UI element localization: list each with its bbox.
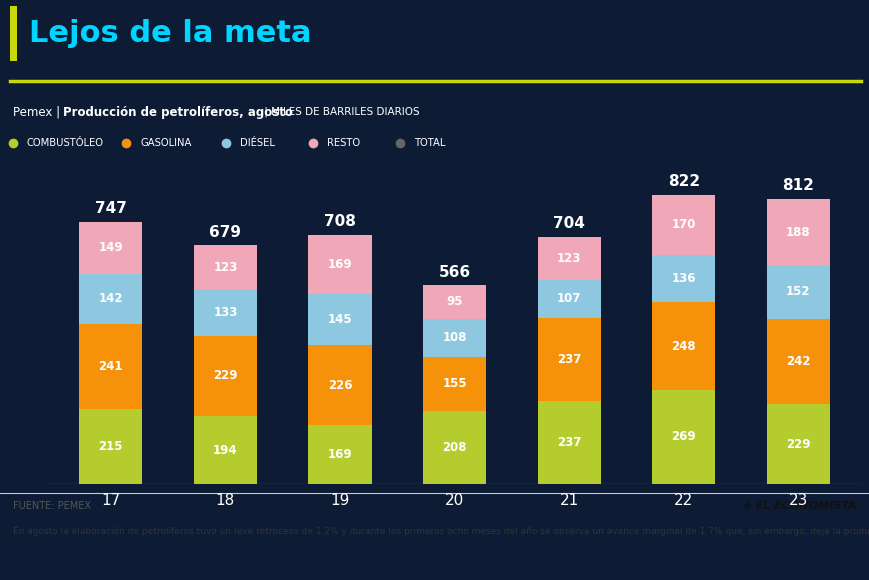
Text: DIÉSEL: DIÉSEL — [240, 138, 275, 148]
Text: 229: 229 — [785, 437, 810, 451]
Bar — [766, 404, 829, 484]
Text: 566: 566 — [438, 264, 470, 280]
Bar — [422, 357, 486, 411]
Bar — [308, 425, 371, 484]
Text: 145: 145 — [328, 313, 352, 327]
Text: COMBUSTÓLEO: COMBUSTÓLEO — [27, 138, 104, 148]
Bar — [422, 285, 486, 318]
Text: 170: 170 — [671, 218, 695, 231]
Bar — [10, 6, 17, 61]
Text: 133: 133 — [213, 306, 237, 318]
Text: 215: 215 — [98, 440, 123, 453]
Bar — [79, 324, 143, 409]
Bar — [194, 289, 256, 335]
Bar — [422, 318, 486, 357]
Bar — [79, 409, 143, 484]
Text: Producción de petrolíferos, agosto: Producción de petrolíferos, agosto — [63, 106, 292, 119]
Text: 679: 679 — [209, 225, 242, 240]
Bar — [308, 235, 371, 295]
Bar — [652, 303, 714, 390]
Bar — [537, 401, 600, 484]
Text: 142: 142 — [98, 292, 123, 306]
Text: TOTAL: TOTAL — [414, 138, 445, 148]
Text: 188: 188 — [785, 226, 810, 238]
Text: 123: 123 — [213, 260, 237, 274]
Text: 237: 237 — [556, 353, 580, 366]
Text: FUENTE: PEMEX: FUENTE: PEMEX — [13, 501, 91, 511]
Bar — [79, 222, 143, 274]
Text: 822: 822 — [667, 174, 699, 189]
Text: 747: 747 — [95, 201, 127, 216]
Text: Pemex |: Pemex | — [13, 106, 63, 119]
Bar — [652, 390, 714, 484]
Bar — [194, 416, 256, 484]
Bar — [766, 199, 829, 265]
Text: 194: 194 — [213, 444, 237, 456]
Text: 708: 708 — [323, 215, 355, 229]
Text: 123: 123 — [556, 252, 580, 265]
Bar — [766, 265, 829, 318]
Text: GASOLINA: GASOLINA — [140, 138, 191, 148]
Bar — [537, 280, 600, 318]
Text: En agosto la elaboración de petrolíferos tuvo un leve retroceso de 1.2% y durant: En agosto la elaboración de petrolíferos… — [13, 526, 869, 535]
Text: 152: 152 — [785, 285, 810, 299]
Bar — [652, 255, 714, 303]
Bar — [194, 335, 256, 416]
Text: é EL ECONOMISTA: é EL ECONOMISTA — [744, 501, 856, 511]
Text: 169: 169 — [328, 258, 352, 271]
Text: 248: 248 — [671, 339, 695, 353]
Text: 155: 155 — [441, 378, 467, 390]
Bar — [194, 245, 256, 289]
Text: 95: 95 — [446, 295, 462, 309]
Bar — [422, 411, 486, 484]
Text: 149: 149 — [98, 241, 123, 254]
Text: 242: 242 — [785, 355, 810, 368]
Text: 812: 812 — [781, 179, 813, 194]
Text: 169: 169 — [328, 448, 352, 461]
Bar — [766, 318, 829, 404]
Text: 269: 269 — [671, 430, 695, 444]
Bar — [79, 274, 143, 324]
Text: 136: 136 — [671, 272, 695, 285]
Bar — [652, 195, 714, 255]
Bar — [308, 295, 371, 345]
Bar — [537, 318, 600, 401]
Bar — [537, 237, 600, 280]
Text: 237: 237 — [556, 436, 580, 449]
Text: RESTO: RESTO — [327, 138, 360, 148]
Text: 208: 208 — [441, 441, 467, 454]
Text: 241: 241 — [98, 360, 123, 373]
Text: | MILES DE BARRILES DIARIOS: | MILES DE BARRILES DIARIOS — [261, 107, 419, 118]
Text: 226: 226 — [328, 379, 352, 392]
Text: 229: 229 — [213, 369, 237, 382]
Text: Lejos de la meta: Lejos de la meta — [29, 19, 311, 48]
Bar — [308, 345, 371, 425]
Text: 704: 704 — [553, 216, 585, 231]
Text: 108: 108 — [441, 331, 467, 344]
Text: 107: 107 — [556, 292, 580, 305]
